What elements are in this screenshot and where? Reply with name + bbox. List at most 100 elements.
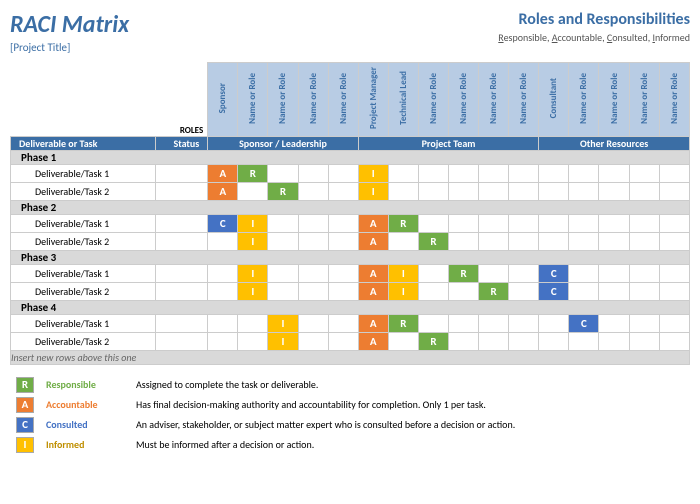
raci-cell[interactable] xyxy=(599,332,629,350)
raci-cell[interactable] xyxy=(268,264,298,282)
raci-cell[interactable]: I xyxy=(388,264,418,282)
raci-cell[interactable] xyxy=(449,282,479,300)
raci-cell[interactable] xyxy=(509,264,539,282)
raci-cell[interactable] xyxy=(659,214,689,232)
raci-cell[interactable] xyxy=(449,164,479,182)
raci-cell[interactable]: A xyxy=(358,314,388,332)
raci-cell[interactable] xyxy=(599,314,629,332)
raci-cell[interactable] xyxy=(388,332,418,350)
raci-cell[interactable]: C xyxy=(539,282,569,300)
status-cell[interactable] xyxy=(156,282,208,300)
raci-cell[interactable] xyxy=(599,232,629,250)
raci-cell[interactable] xyxy=(509,282,539,300)
raci-cell[interactable]: I xyxy=(358,164,388,182)
raci-cell[interactable] xyxy=(629,264,659,282)
raci-cell[interactable] xyxy=(449,232,479,250)
raci-cell[interactable] xyxy=(298,332,328,350)
raci-cell[interactable] xyxy=(479,182,509,200)
raci-cell[interactable]: I xyxy=(388,282,418,300)
raci-cell[interactable] xyxy=(328,282,358,300)
raci-cell[interactable] xyxy=(328,214,358,232)
raci-cell[interactable]: R xyxy=(268,182,298,200)
raci-cell[interactable]: A xyxy=(358,332,388,350)
raci-cell[interactable]: R xyxy=(388,214,418,232)
raci-cell[interactable] xyxy=(418,182,448,200)
raci-cell[interactable] xyxy=(298,232,328,250)
raci-cell[interactable] xyxy=(629,182,659,200)
raci-cell[interactable] xyxy=(208,232,238,250)
raci-cell[interactable]: R xyxy=(418,232,448,250)
raci-cell[interactable] xyxy=(629,214,659,232)
raci-cell[interactable] xyxy=(509,232,539,250)
raci-cell[interactable] xyxy=(659,282,689,300)
raci-cell[interactable]: I xyxy=(238,232,268,250)
raci-cell[interactable]: R xyxy=(238,164,268,182)
raci-cell[interactable] xyxy=(328,164,358,182)
status-cell[interactable] xyxy=(156,332,208,350)
raci-cell[interactable] xyxy=(509,214,539,232)
raci-cell[interactable] xyxy=(388,232,418,250)
raci-cell[interactable] xyxy=(569,182,599,200)
raci-cell[interactable] xyxy=(479,264,509,282)
raci-cell[interactable] xyxy=(328,182,358,200)
raci-cell[interactable] xyxy=(539,314,569,332)
raci-cell[interactable] xyxy=(208,264,238,282)
raci-cell[interactable] xyxy=(539,232,569,250)
raci-cell[interactable] xyxy=(569,164,599,182)
raci-cell[interactable]: A xyxy=(208,164,238,182)
status-cell[interactable] xyxy=(156,164,208,182)
raci-cell[interactable] xyxy=(208,314,238,332)
raci-cell[interactable] xyxy=(659,232,689,250)
raci-cell[interactable] xyxy=(298,182,328,200)
raci-cell[interactable] xyxy=(659,182,689,200)
raci-cell[interactable] xyxy=(539,214,569,232)
raci-cell[interactable] xyxy=(629,164,659,182)
raci-cell[interactable] xyxy=(238,182,268,200)
raci-cell[interactable]: I xyxy=(268,332,298,350)
raci-cell[interactable] xyxy=(449,182,479,200)
raci-cell[interactable]: A xyxy=(358,282,388,300)
raci-cell[interactable] xyxy=(418,214,448,232)
raci-cell[interactable] xyxy=(388,182,418,200)
raci-cell[interactable]: A xyxy=(358,232,388,250)
raci-cell[interactable] xyxy=(629,332,659,350)
raci-cell[interactable] xyxy=(659,314,689,332)
raci-cell[interactable] xyxy=(449,214,479,232)
raci-cell[interactable]: I xyxy=(268,314,298,332)
raci-cell[interactable]: I xyxy=(238,264,268,282)
raci-cell[interactable] xyxy=(328,314,358,332)
raci-cell[interactable]: C xyxy=(208,214,238,232)
raci-cell[interactable] xyxy=(479,314,509,332)
raci-cell[interactable] xyxy=(328,332,358,350)
raci-cell[interactable]: A xyxy=(358,214,388,232)
raci-cell[interactable] xyxy=(238,332,268,350)
raci-cell[interactable] xyxy=(298,314,328,332)
raci-cell[interactable] xyxy=(629,314,659,332)
raci-cell[interactable]: R xyxy=(449,264,479,282)
status-cell[interactable] xyxy=(156,232,208,250)
raci-cell[interactable] xyxy=(569,282,599,300)
raci-cell[interactable] xyxy=(449,332,479,350)
status-cell[interactable] xyxy=(156,264,208,282)
raci-cell[interactable] xyxy=(388,164,418,182)
raci-cell[interactable] xyxy=(418,264,448,282)
raci-cell[interactable] xyxy=(298,264,328,282)
status-cell[interactable] xyxy=(156,214,208,232)
raci-cell[interactable] xyxy=(328,264,358,282)
raci-cell[interactable] xyxy=(268,232,298,250)
raci-cell[interactable] xyxy=(599,282,629,300)
raci-cell[interactable] xyxy=(418,164,448,182)
raci-cell[interactable] xyxy=(569,264,599,282)
raci-cell[interactable] xyxy=(268,164,298,182)
raci-cell[interactable] xyxy=(539,332,569,350)
raci-cell[interactable]: R xyxy=(418,332,448,350)
raci-cell[interactable] xyxy=(208,332,238,350)
raci-cell[interactable] xyxy=(328,232,358,250)
raci-cell[interactable] xyxy=(418,314,448,332)
raci-cell[interactable] xyxy=(539,164,569,182)
raci-cell[interactable]: I xyxy=(358,182,388,200)
raci-cell[interactable] xyxy=(418,282,448,300)
raci-cell[interactable] xyxy=(268,214,298,232)
raci-cell[interactable] xyxy=(509,332,539,350)
raci-cell[interactable]: A xyxy=(208,182,238,200)
